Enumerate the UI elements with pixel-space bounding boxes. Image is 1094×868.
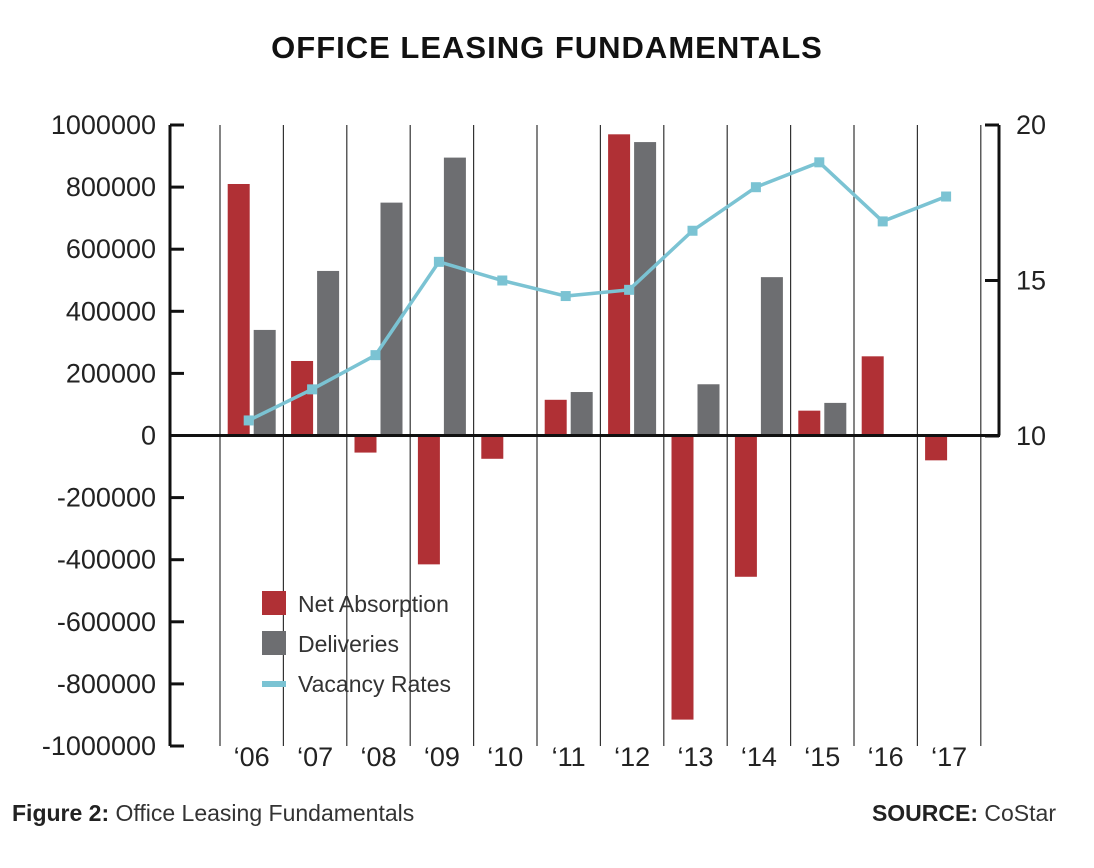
left-axis-tick-label: 200000: [66, 358, 156, 388]
deliveries-bar: [697, 384, 720, 436]
net-absorption-bar: [227, 183, 250, 436]
source-text: CoStar: [984, 800, 1056, 826]
left-axis-tick-label: 600000: [66, 234, 156, 264]
vacancy-rate-point: [624, 284, 635, 295]
deliveries-bar: [443, 157, 466, 436]
x-axis-tick-label: ‘17: [931, 742, 967, 772]
vacancy-rate-point: [370, 350, 381, 361]
x-axis-tick-label: ‘09: [424, 742, 460, 772]
right-axis-tick-label: 20: [1016, 110, 1046, 140]
left-axis-tick-label: -600000: [57, 607, 156, 637]
x-axis-tick-label: ‘12: [614, 742, 650, 772]
left-axis-tick-label: 800000: [66, 172, 156, 202]
vacancy-rate-point: [307, 384, 318, 395]
source-credit: SOURCE: CoStar: [872, 800, 1056, 827]
figure-caption-label: Figure 2:: [12, 800, 110, 826]
x-axis-tick-label: ‘14: [741, 742, 777, 772]
vacancy-rate-point: [687, 225, 698, 236]
left-axis-tick-label: -800000: [57, 669, 156, 699]
net-absorption-bar: [608, 134, 631, 436]
right-axis-tick-label: 10: [1016, 421, 1046, 451]
figure-caption: Figure 2: Office Leasing Fundamentals: [12, 800, 414, 827]
left-axis-tick-label: 0: [141, 421, 156, 451]
deliveries-bar: [760, 277, 783, 436]
vacancy-rate-point: [814, 157, 825, 168]
net-absorption-bar: [354, 435, 377, 453]
deliveries-bar: [380, 202, 403, 436]
left-axis-tick-label: -200000: [57, 483, 156, 513]
vacancy-rate-point: [560, 291, 571, 302]
x-axis-tick-label: ‘11: [552, 742, 586, 772]
legend-vacancy-rates-swatch: [262, 681, 286, 687]
vacancy-rate-point: [750, 182, 761, 193]
deliveries-bar: [634, 142, 657, 436]
left-axis-tick-label: -400000: [57, 545, 156, 575]
x-axis-tick-label: ‘16: [868, 742, 904, 772]
figure-caption-text: Office Leasing Fundamentals: [115, 800, 415, 826]
vacancy-rate-point: [433, 256, 444, 267]
vacancy-rate-point: [941, 191, 952, 202]
x-axis-tick-label: ‘07: [297, 742, 333, 772]
vacancy-rates-line: [247, 160, 947, 423]
net-absorption-bar: [671, 435, 694, 720]
left-axis-tick-label: 400000: [66, 296, 156, 326]
left-axis-tick-label: -1000000: [42, 731, 156, 761]
legend-net-absorption-swatch: [262, 591, 286, 615]
legend-deliveries-swatch: [262, 631, 286, 655]
net-absorption-bar: [544, 399, 567, 436]
legend-vacancy-rates-label: Vacancy Rates: [298, 671, 451, 697]
deliveries-bar: [317, 270, 340, 436]
right-axis-tick-label: 15: [1016, 266, 1046, 296]
x-axis-tick-label: ‘15: [804, 742, 840, 772]
x-axis-tick-label: ‘10: [487, 742, 523, 772]
net-absorption-bar: [861, 356, 884, 436]
deliveries-bar: [824, 402, 847, 436]
x-axis-tick-label: ‘08: [360, 742, 396, 772]
vacancy-rate-point: [497, 275, 508, 286]
net-absorption-bar: [734, 435, 757, 577]
x-axis-tick-label: ‘06: [234, 742, 270, 772]
legend-net-absorption-label: Net Absorption: [298, 591, 449, 617]
left-axis-tick-label: 1000000: [51, 110, 156, 140]
net-absorption-bar: [417, 435, 440, 565]
source-label: SOURCE:: [871, 800, 979, 826]
chart-title: OFFICE LEASING FUNDAMENTALS: [271, 30, 823, 65]
legend-deliveries-label: Deliveries: [298, 631, 399, 657]
deliveries-bar: [570, 392, 593, 436]
net-absorption-bar: [925, 435, 948, 461]
vacancy-rate-point: [877, 216, 888, 227]
vacancy-rate-point: [243, 415, 254, 426]
x-axis-tick-label: ‘13: [677, 742, 713, 772]
net-absorption-bar: [481, 435, 504, 459]
deliveries-bar: [253, 329, 276, 436]
net-absorption-bar: [798, 410, 821, 436]
net-absorption-bar: [291, 360, 314, 436]
